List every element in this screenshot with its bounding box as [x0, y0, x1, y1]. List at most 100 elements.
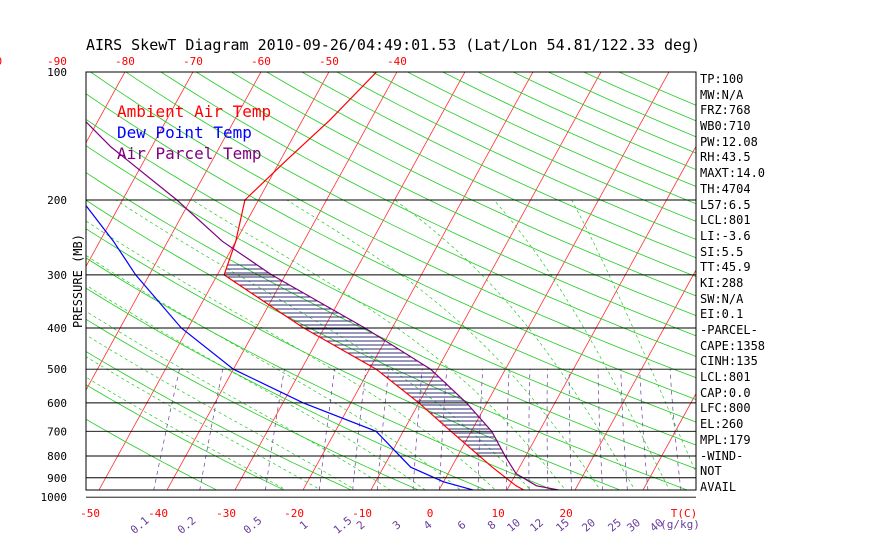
dry-adiabat	[195, 72, 696, 316]
stat-entry: CAPE:1358	[700, 338, 766, 353]
dry-adiabat	[513, 72, 696, 154]
bottom-temp-tick-label: -20	[284, 507, 304, 520]
mixing-ratio-line	[319, 369, 336, 490]
bottom-temp-tick-label: -40	[148, 507, 168, 520]
bottom-temp-tick-label: 0	[427, 507, 434, 520]
stat-entry: MPL:179	[700, 432, 751, 447]
stat-entry: RH:43.5	[700, 150, 751, 165]
dry-adiabat	[372, 72, 696, 222]
bottom-temp-tick-label: 10	[491, 507, 504, 520]
pressure-tick-label: 300	[47, 269, 67, 282]
top-temp-tick-label: -60	[251, 55, 271, 68]
stat-entry: TT:45.9	[700, 260, 751, 275]
mixing-ratio-tick-label: 12	[527, 516, 546, 534]
legend-entry: Air Parcel Temp	[117, 144, 262, 163]
legend-entry: Dew Point Temp	[117, 123, 252, 142]
mixing-ratio-line	[597, 369, 603, 490]
pressure-tick-label: 400	[47, 322, 67, 335]
mixing-ratio-line	[153, 369, 180, 490]
top-temp-tick-label: -50	[319, 55, 339, 68]
dry-adiabat	[86, 93, 696, 400]
bottom-temp-tick-label: 20	[559, 507, 572, 520]
stat-entry: NOT	[700, 464, 722, 479]
chart-title: AIRS SkewT Diagram 2010-09-26/04:49:01.5…	[86, 36, 701, 54]
mixing-ratio-line	[669, 369, 682, 490]
stat-entry: SW:N/A	[700, 291, 744, 306]
isotherm	[86, 72, 262, 391]
top-temp-tick-label: -40	[387, 55, 407, 68]
mixing-ratio-tick-label: 3	[390, 518, 403, 532]
dry-adiabat	[86, 287, 487, 490]
stat-entry: CINH:135	[700, 354, 758, 369]
moist-adiabat	[286, 199, 601, 490]
top-temp-tick-label: -80	[115, 55, 135, 68]
isotherm	[234, 72, 466, 490]
dry-adiabat	[301, 72, 696, 259]
isotherm	[86, 72, 126, 144]
mixing-ratio-tick-label: 0.5	[241, 514, 265, 537]
mixing-ratio-line	[620, 369, 628, 490]
stats-panel: TP:100 MW:N/A FRZ:768 WB0:710 PW:12.08 RH:43.…	[700, 72, 765, 496]
temp-unit-label: T(C)	[671, 507, 698, 520]
stat-entry: -PARCEL-	[700, 323, 758, 337]
y-axis-label: PRESSURE (MB)	[71, 234, 85, 328]
mixing-ratio-line	[199, 369, 224, 490]
mixing-ratio-line	[528, 369, 531, 490]
isotherm	[0, 72, 57, 506]
legend-entry: Ambient Air Temp	[117, 102, 271, 121]
moist-adiabat	[86, 310, 391, 490]
mixing-ratio-tick-label: 20	[579, 516, 598, 534]
mixing-ratio-line	[265, 369, 285, 490]
dry-adiabat	[86, 228, 622, 490]
dry-adiabat	[266, 72, 696, 278]
dew-point-temp-line	[86, 204, 476, 490]
mixing-ratio-tick-label: 1	[297, 518, 310, 532]
stat-entry: MW:N/A	[700, 87, 744, 102]
stat-entry: CAP:0.0	[700, 385, 751, 400]
mixing-ratio-tick-label: 8	[485, 518, 498, 532]
dry-adiabat	[160, 72, 696, 337]
stat-entry: -WIND-	[700, 448, 744, 463]
isotherm	[86, 72, 194, 268]
mixing-ratio-line	[352, 369, 367, 490]
mixing-ratio-line	[546, 369, 549, 490]
stat-entry: LCL:801	[700, 213, 751, 228]
mixing-ratio-tick-label: 1.5	[331, 514, 355, 537]
mixing-ratio-tick-label: 30	[624, 516, 643, 534]
bottom-temp-tick-label: -50	[80, 507, 100, 520]
stat-entry: AVAIL	[700, 479, 737, 494]
isotherm	[302, 72, 534, 490]
dry-adiabat	[86, 318, 420, 490]
dry-adiabat	[86, 118, 696, 423]
stat-entry: KI:288	[700, 275, 744, 290]
dry-adiabat	[86, 418, 218, 490]
plot-frame	[85, 71, 697, 491]
mixing-ratio-tick-label: 6	[455, 518, 468, 532]
moist-adiabat	[115, 199, 531, 490]
mixing-ratio-tick-label: 0.2	[175, 514, 199, 537]
stat-entry: LFC:800	[700, 401, 751, 416]
mixing-ratio-line	[639, 369, 649, 490]
stat-entry: FRZ:768	[700, 103, 751, 118]
stat-entry: TP:100	[700, 72, 744, 86]
dry-adiabat	[86, 145, 696, 446]
stat-entry: TH:4704	[700, 181, 751, 196]
moist-adiabat	[86, 220, 496, 490]
pressure-tick-label: 900	[47, 472, 67, 485]
isotherm	[642, 392, 696, 490]
mixing-ratio-line	[376, 369, 390, 490]
mixing-ratio-tick-label: 4	[421, 518, 435, 532]
top-temp-tick-label: -90	[47, 55, 67, 68]
mixing-ratio-unit-label: (g/kg)	[660, 518, 700, 531]
dry-adiabat	[336, 72, 696, 240]
stat-entry: EL:260	[700, 417, 744, 432]
stat-entry: L57:6.5	[700, 197, 751, 212]
pressure-tick-label: 200	[47, 194, 67, 207]
stat-entry: LI:-3.6	[700, 228, 751, 243]
stat-entry: LCL:801	[700, 370, 751, 385]
moist-adiabat	[571, 199, 696, 474]
pressure-tick-label: 500	[47, 363, 67, 376]
bottom-temp-tick-label: -30	[216, 507, 236, 520]
mixing-ratio-tick-label: 25	[605, 516, 624, 534]
isotherm	[770, 72, 870, 506]
